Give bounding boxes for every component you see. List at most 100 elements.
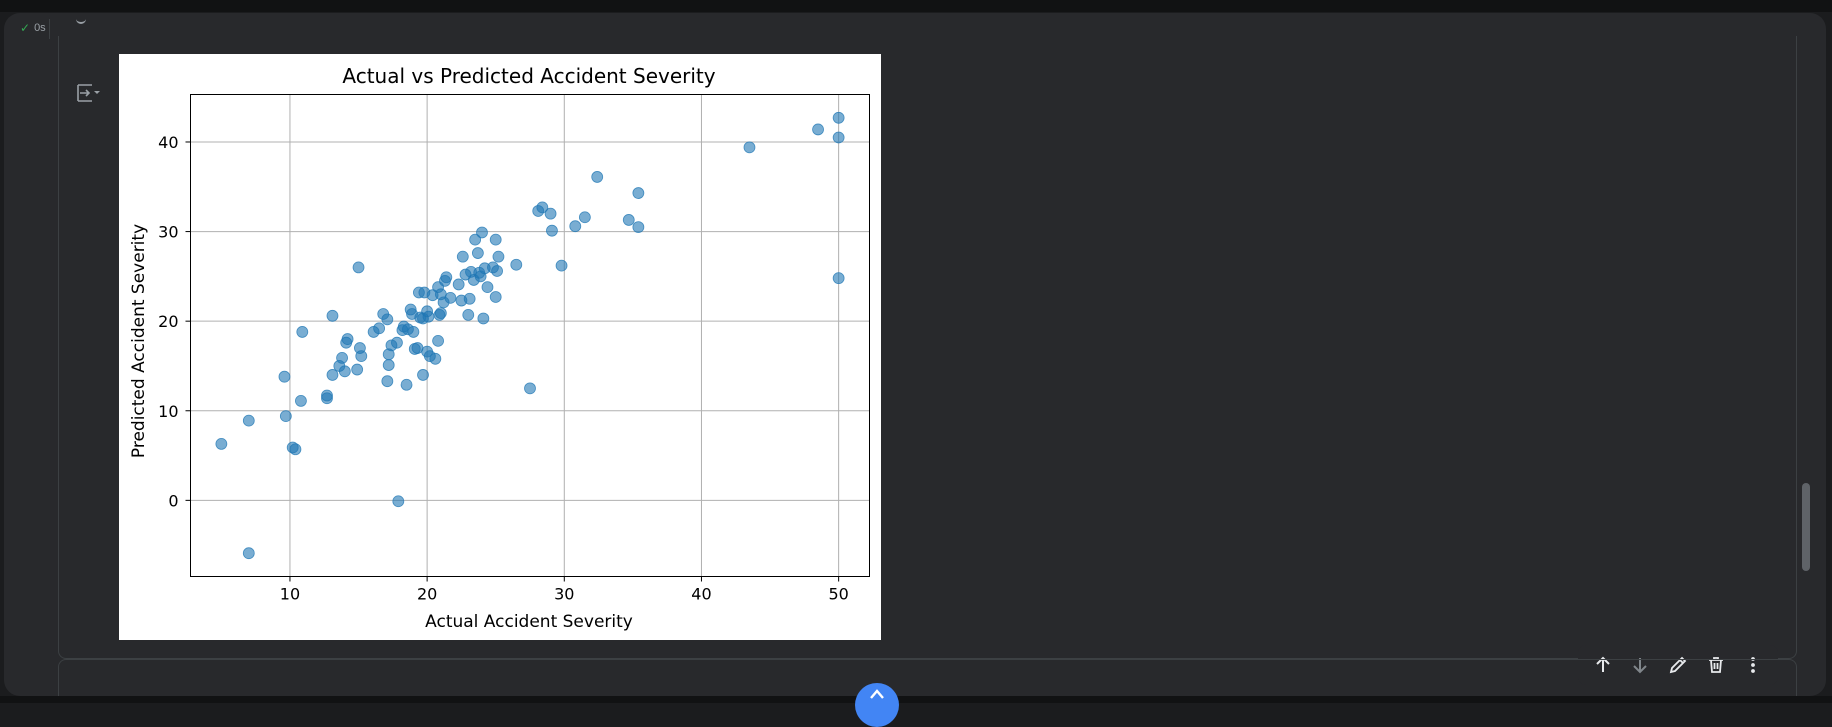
x-axis-label: Actual Accident Severity — [425, 612, 633, 632]
move-cell-down-button[interactable] — [1625, 650, 1655, 680]
move-cell-up-button[interactable] — [1588, 650, 1618, 680]
arrow-down-icon — [1633, 658, 1648, 674]
scatter-point — [321, 389, 333, 402]
previous-cell-status: ✓ 0s — [20, 21, 46, 35]
y-axis-label: Predicted Accident Severity — [129, 224, 149, 458]
scatter-point — [440, 271, 453, 284]
scatter-point — [351, 363, 364, 376]
scatter-point — [469, 233, 482, 246]
output-toggle-button[interactable] — [73, 78, 105, 108]
scatter-chart: Actual vs Predicted Accident Severity Ac… — [129, 64, 870, 632]
scatter-point — [476, 226, 488, 239]
scatter-point — [355, 350, 368, 363]
scatter-point — [832, 111, 845, 124]
window-bottom-strip — [0, 696, 1832, 703]
scatter-point — [242, 414, 255, 427]
previous-cell-run-button[interactable] — [76, 17, 86, 24]
scatter-point — [510, 258, 523, 271]
scatter-point — [812, 123, 824, 136]
scatter-point — [546, 224, 558, 237]
scatter-point — [832, 272, 845, 285]
x-tick-label: 10 — [280, 585, 300, 604]
plot-area-frame — [190, 94, 870, 577]
axis-ticks: 10 20 30 40 50 0 10 20 30 40 — [158, 133, 849, 604]
scatter-point — [429, 352, 442, 365]
scatter-point — [432, 334, 444, 347]
grid-lines — [190, 94, 870, 577]
chart-figure: Actual vs Predicted Accident Severity Ac… — [119, 54, 881, 640]
scatter-point — [326, 369, 339, 381]
scatter-point — [407, 326, 420, 338]
x-tick-label: 30 — [554, 585, 574, 604]
scatter-point — [381, 375, 394, 388]
scatter-point — [422, 310, 435, 323]
cell-toolbar — [1578, 645, 1778, 685]
scatter-point — [336, 351, 348, 364]
scatter-point — [544, 207, 557, 220]
y-tick-label: 0 — [168, 491, 178, 510]
x-tick-label: 20 — [417, 585, 437, 604]
cell-output-area: Actual vs Predicted Accident Severity Ac… — [58, 36, 1797, 659]
y-tick-label: 30 — [158, 223, 178, 242]
scatter-point — [491, 265, 503, 277]
scatter-point — [536, 201, 549, 214]
scatter-point — [392, 495, 405, 508]
scatter-point — [832, 131, 845, 144]
scatter-point — [338, 365, 351, 378]
previous-cell-edge — [49, 19, 50, 39]
scatter-point — [481, 281, 494, 294]
execution-time: 0s — [34, 22, 46, 34]
scatter-point — [622, 214, 635, 226]
scatter-point — [492, 250, 505, 263]
scatter-point — [452, 278, 465, 291]
x-tick-label: 40 — [691, 585, 711, 604]
y-tick-label: 40 — [158, 133, 178, 152]
scatter-point — [462, 308, 475, 321]
scatter-point — [591, 171, 604, 183]
scatter-point — [444, 291, 457, 304]
scatter-point — [382, 359, 395, 371]
scatter-point — [296, 326, 309, 338]
scatter-point — [456, 250, 469, 263]
scroll-to-top-button[interactable] — [855, 683, 899, 727]
scatter-point — [391, 336, 403, 349]
scatter-point — [632, 187, 645, 199]
scatter-point — [400, 378, 413, 391]
scatter-point — [381, 313, 394, 326]
scatter-point — [352, 261, 365, 274]
arrow-up-icon — [1596, 656, 1610, 672]
scatter-point — [524, 382, 536, 395]
scatter-point — [489, 291, 502, 303]
notebook-panel: ✓ 0s Actual vs Predicted Accident Severi… — [4, 13, 1826, 696]
scatter-point — [341, 333, 354, 345]
scatter-point — [489, 233, 502, 246]
scatter-point — [326, 309, 339, 322]
scatter-point — [279, 410, 292, 423]
delete-cell-button[interactable] — [1701, 650, 1731, 680]
scatter-point — [242, 547, 255, 560]
y-tick-label: 20 — [158, 312, 178, 331]
scatter-point — [295, 395, 307, 407]
x-tick-label: 50 — [828, 585, 848, 604]
y-tick-label: 10 — [158, 402, 178, 421]
scatter-point — [289, 443, 302, 456]
check-icon: ✓ — [20, 21, 31, 35]
scrollbar-thumb[interactable] — [1802, 483, 1810, 571]
scatter-point — [632, 221, 645, 233]
scatter-point — [578, 211, 591, 224]
scatter-point — [417, 369, 429, 381]
scatter-point — [555, 259, 568, 272]
trash-icon — [1708, 657, 1723, 673]
scatter-point — [463, 292, 476, 305]
scatter-point — [278, 370, 291, 383]
scatter-point — [434, 307, 447, 320]
scatter-point — [215, 438, 228, 450]
output-toggle-icon — [77, 84, 100, 102]
scatter-point — [743, 141, 756, 154]
scatter-point — [373, 322, 386, 335]
scatter-point — [569, 220, 582, 233]
next-cell[interactable] — [58, 659, 1797, 696]
scatter-points — [215, 111, 845, 560]
scatter-point — [471, 247, 484, 259]
window-top-strip — [0, 0, 1832, 12]
